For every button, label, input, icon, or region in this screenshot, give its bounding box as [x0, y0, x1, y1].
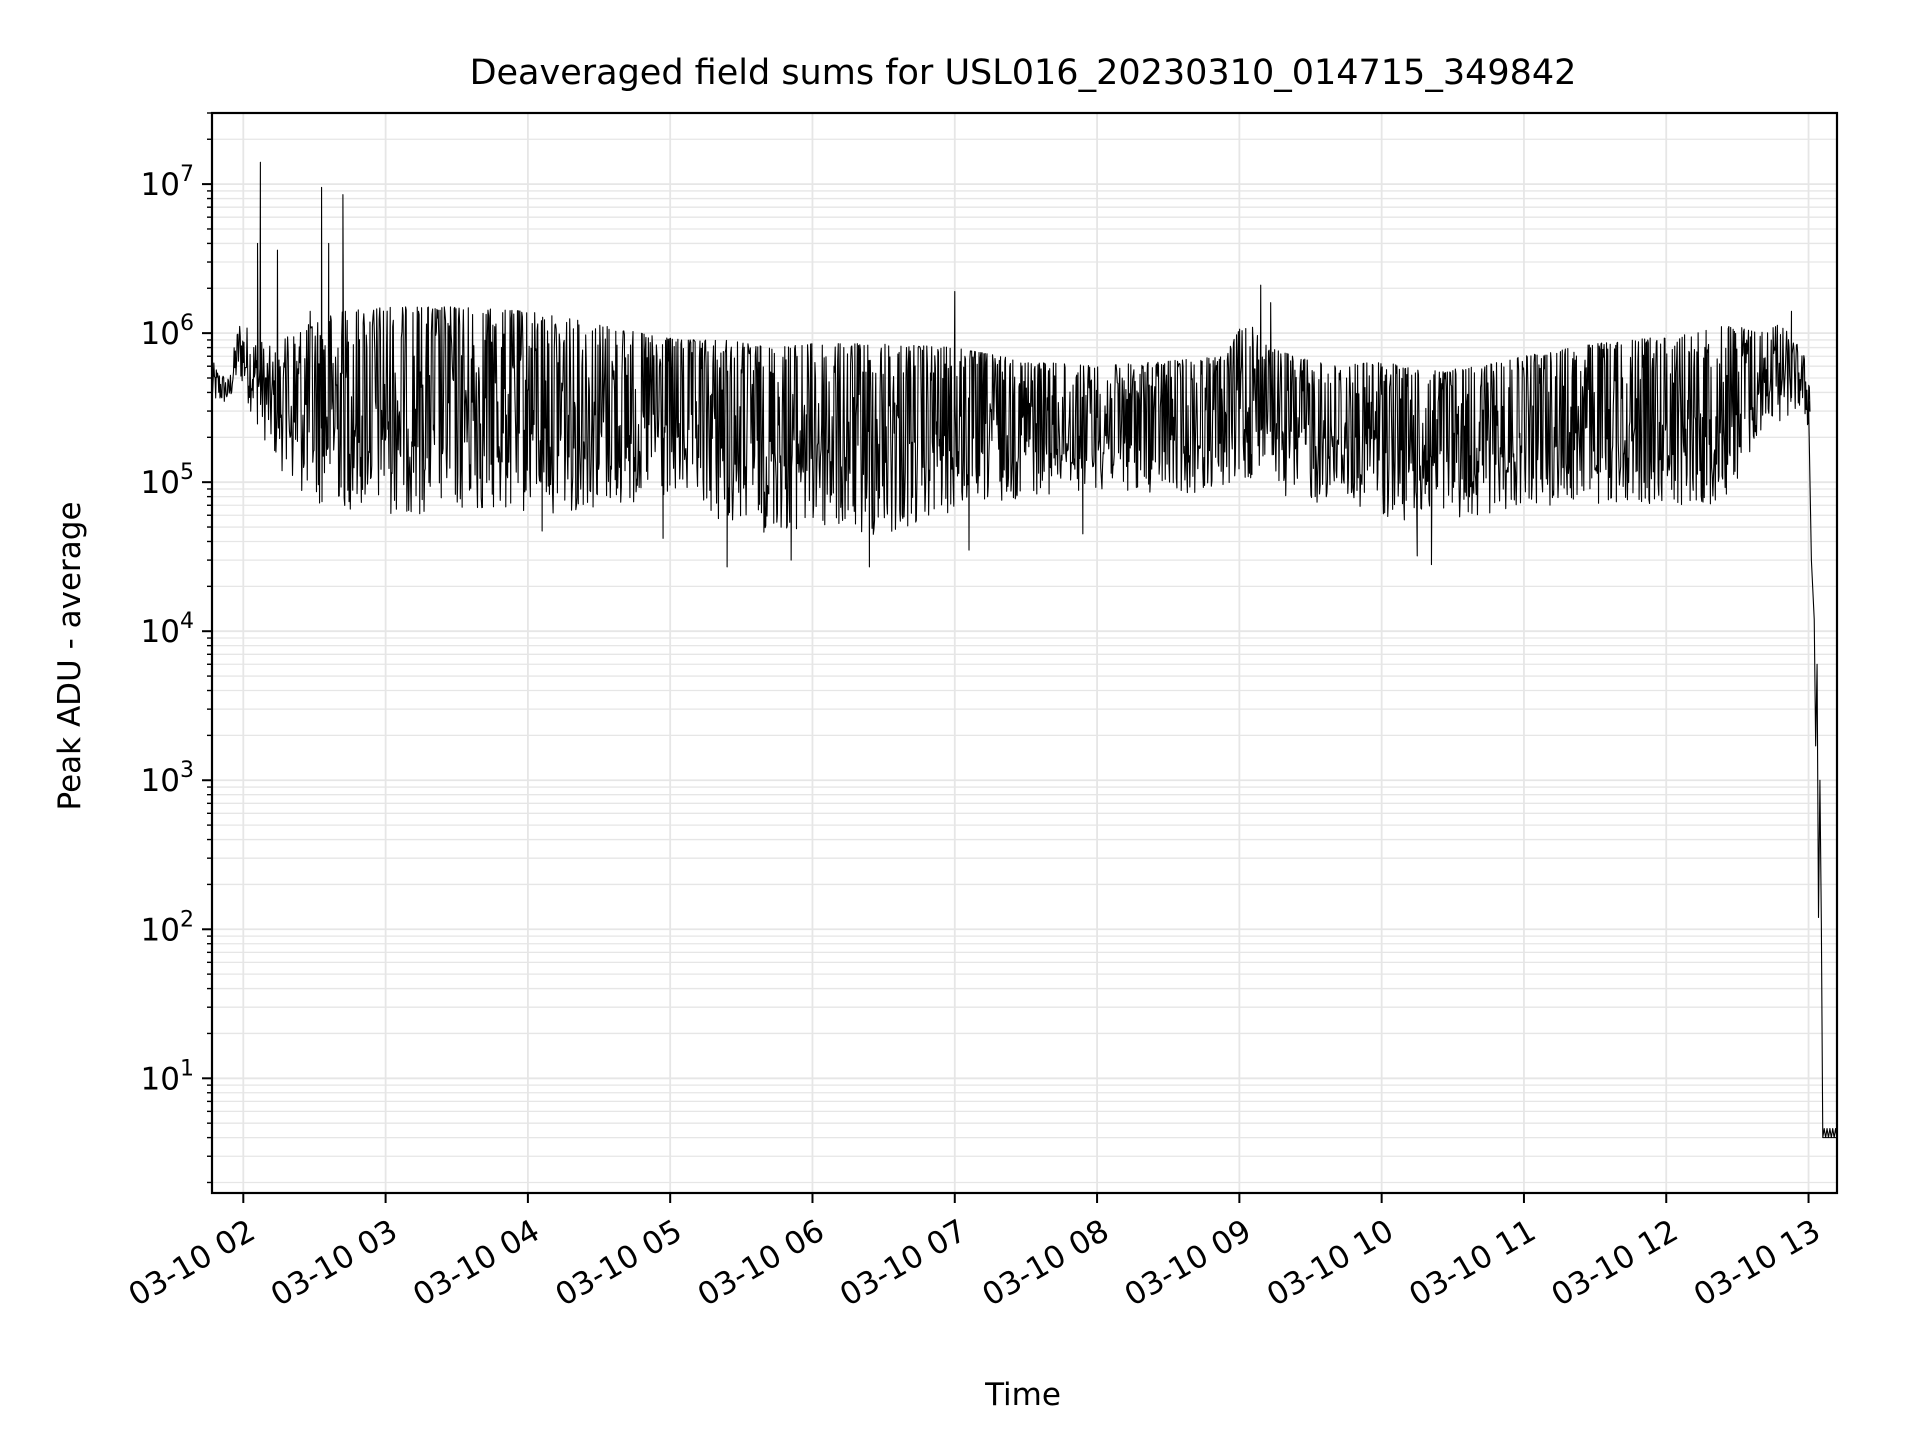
- y-axis: 101 102 103 104 105 106 107: [141, 112, 212, 1184]
- y-tick-label: 101: [141, 1056, 194, 1097]
- y-tick-label: 105: [141, 460, 194, 501]
- grid-lines: [212, 112, 1837, 1193]
- chart-title: Deaveraged field sums for USL016_2023031…: [470, 53, 1577, 93]
- x-axis-label: Time: [984, 1377, 1061, 1413]
- y-tick-label: 104: [141, 609, 194, 650]
- y-tick-label: 107: [141, 162, 194, 203]
- y-tick-label: 103: [141, 758, 194, 799]
- y-tick-label: 106: [141, 311, 194, 352]
- series-trace: [211, 161, 1838, 1139]
- y-axis-label: Peak ADU - average: [52, 501, 88, 810]
- y-tick-label: 102: [141, 907, 194, 948]
- plot-area: [210, 111, 1839, 1195]
- series-line: [211, 161, 1838, 1139]
